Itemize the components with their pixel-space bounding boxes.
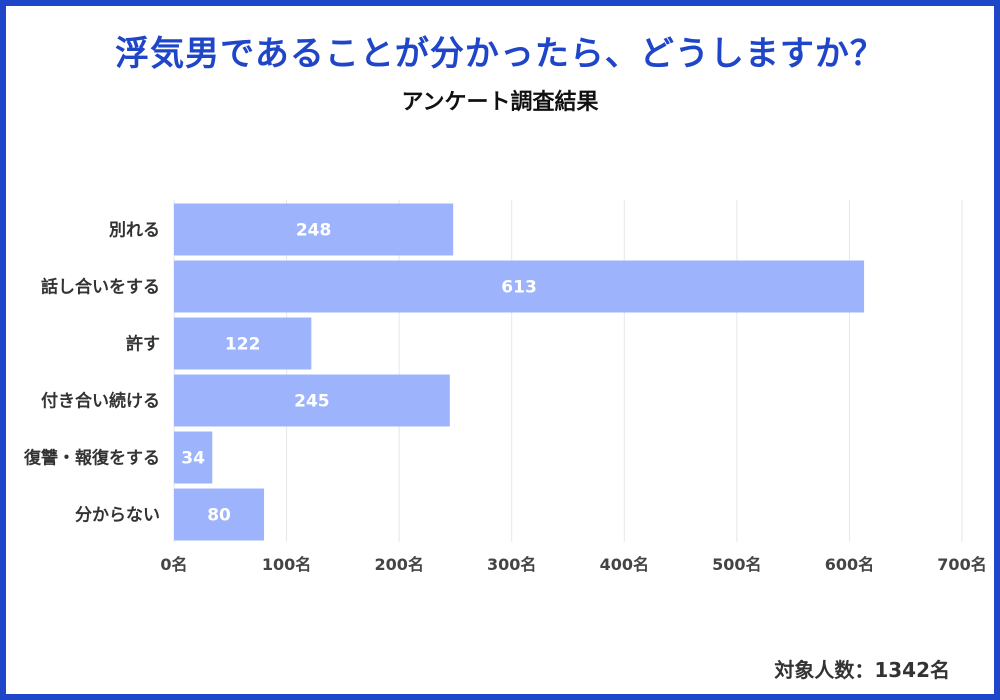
x-tick-label-5: 500名 [712, 555, 761, 574]
bar-value-label-2: 122 [225, 335, 261, 355]
category-label-0: 別れる [108, 221, 160, 241]
x-tick-label-3: 300名 [487, 555, 536, 574]
bar-0 [174, 203, 454, 256]
bar-value-label-5: 80 [207, 506, 231, 526]
bar-value-label-1: 613 [501, 278, 537, 298]
x-tick-label-1: 100名 [262, 555, 311, 574]
category-label-5: 分からない [75, 506, 160, 526]
x-tick-label-7: 700名 [937, 555, 986, 574]
bar-5 [174, 488, 265, 541]
x-tick-label-6: 600名 [825, 555, 874, 574]
x-tick-label-4: 400名 [600, 555, 649, 574]
bar-3 [174, 374, 450, 427]
sample-size-note: 対象人数：1342名 [774, 658, 950, 682]
bar-value-label-3: 245 [294, 392, 330, 412]
bar-4 [174, 431, 213, 484]
category-label-4: 復讐・報復をする [23, 448, 160, 469]
chart-title: 浮気男であることが分かったら、どうしますか？ [115, 34, 885, 74]
category-label-1: 話し合いをする [41, 277, 160, 298]
category-label-2: 許す [126, 334, 160, 355]
x-tick-label-2: 200名 [374, 555, 423, 574]
bar-2 [174, 317, 312, 370]
bar-value-label-0: 248 [296, 221, 332, 241]
category-label-3: 付き合い続ける [41, 391, 160, 412]
chart-subtitle: アンケート調査結果 [401, 90, 599, 115]
bar-value-label-4: 34 [181, 449, 205, 469]
bar-1 [174, 260, 865, 313]
x-tick-label-0: 0名 [160, 555, 187, 574]
